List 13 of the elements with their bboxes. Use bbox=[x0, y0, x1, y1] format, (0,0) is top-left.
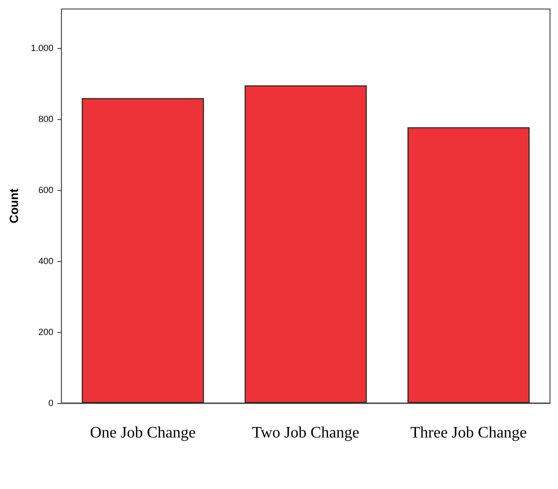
y-tick-label: 400 bbox=[38, 256, 54, 266]
bar bbox=[244, 85, 367, 403]
y-tick-label: 0 bbox=[48, 398, 54, 408]
y-axis-title: Count bbox=[7, 188, 21, 224]
x-tick-label: Three Job Change bbox=[410, 424, 527, 442]
y-tick-label: 800 bbox=[38, 114, 54, 124]
x-tick-label: One Job Change bbox=[90, 424, 196, 442]
y-tick-label: 1.000 bbox=[30, 43, 54, 54]
y-tick-label: 200 bbox=[38, 327, 54, 338]
bar bbox=[408, 127, 530, 403]
x-tick-label: Two Job Change bbox=[252, 424, 360, 442]
y-tick-label: 600 bbox=[38, 185, 54, 196]
bar bbox=[82, 98, 204, 403]
